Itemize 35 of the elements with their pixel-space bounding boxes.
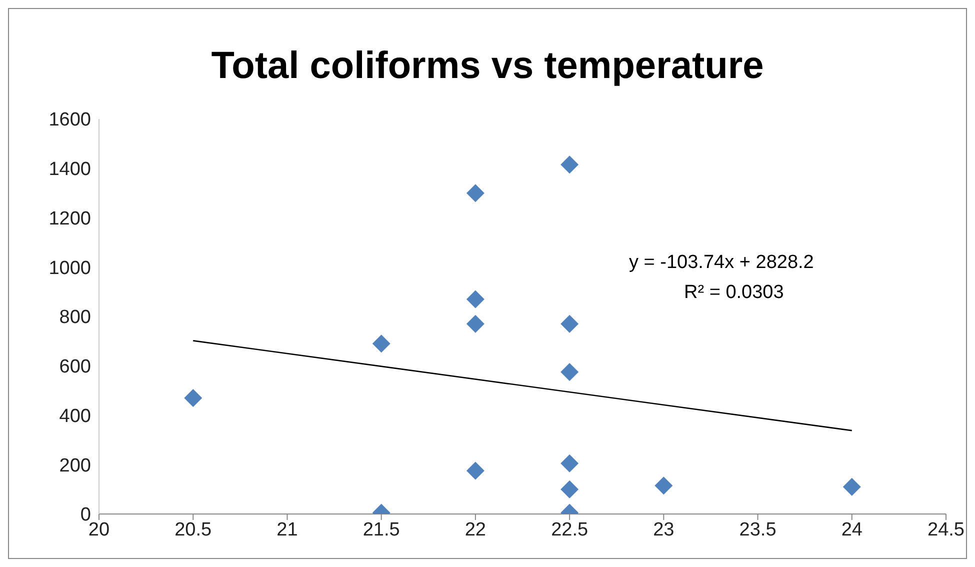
y-tick-label: 600 (59, 356, 91, 378)
y-tick-label: 1200 (48, 208, 91, 230)
point (560, 363, 579, 382)
y-tick-label: 400 (59, 406, 91, 427)
point (842, 478, 861, 496)
x-tick-label: 22.5 (551, 519, 588, 540)
point (466, 184, 484, 202)
point (654, 476, 673, 495)
point (560, 480, 579, 498)
y-tick-label: 200 (59, 455, 91, 476)
point (466, 290, 484, 308)
x-tick-label: 20.5 (174, 519, 212, 540)
y-tick-label: 0 (80, 504, 91, 526)
x-tick-label: 21.5 (362, 519, 400, 540)
annotation: y = -103.74x + 2828.2 (629, 252, 814, 274)
y-tick-label: 800 (59, 307, 91, 328)
x-tick-label: 24 (841, 519, 863, 540)
y-tick-label: 1400 (48, 159, 91, 180)
x-tick-label: 24.5 (928, 519, 964, 540)
point (466, 462, 484, 480)
y-tick-label: 1000 (48, 258, 91, 279)
x-tick-label: 23.5 (739, 519, 776, 540)
x-tick-label: 20 (88, 519, 110, 540)
chart-title: Total coliforms vs temperature (210, 45, 765, 88)
point (560, 156, 579, 174)
point (372, 334, 390, 353)
point (184, 388, 202, 407)
point (560, 454, 579, 472)
x-tick-label: 21 (276, 519, 298, 540)
x-tick-label: 23 (653, 519, 674, 540)
y-tick-label: 1600 (48, 110, 91, 131)
annotation: R² = 0.0303 (684, 282, 784, 304)
x-tick-label: 22 (464, 519, 486, 540)
point (466, 314, 484, 333)
point (560, 314, 579, 333)
